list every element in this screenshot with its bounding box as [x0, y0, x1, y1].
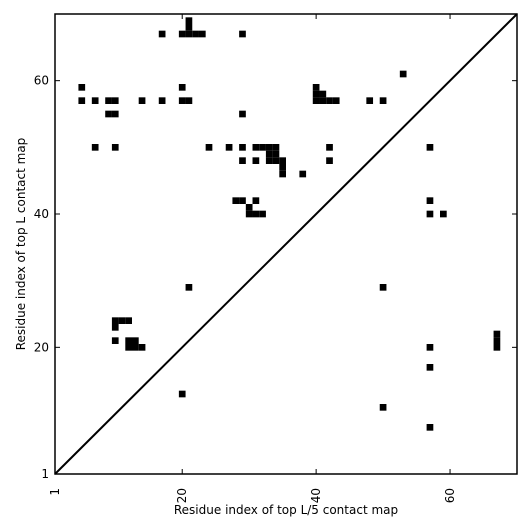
contact-cell-upper [185, 17, 193, 24]
contact-cell-upper [279, 164, 286, 171]
axis-ticks: 1 20 40 60 1 20 40 60 [34, 14, 517, 503]
contact-cell-lower [132, 337, 139, 344]
contact-cell-lower [132, 344, 139, 351]
contact-cell-upper [198, 30, 206, 38]
contact-cell-upper [232, 197, 240, 204]
contact-cell-upper [105, 97, 112, 104]
contact-cell-upper [312, 97, 320, 104]
contact-cell-upper [245, 210, 253, 218]
contact-cell-upper [185, 97, 193, 104]
contact-cell-upper [366, 97, 374, 104]
contact-cell-upper [399, 70, 407, 78]
contact-cell-upper [319, 90, 327, 98]
contact-cell-upper [178, 97, 186, 104]
contact-cell-upper [91, 97, 99, 104]
contact-cell-upper [252, 210, 260, 218]
contact-cell-upper [326, 97, 333, 104]
contact-cell-lower [125, 317, 132, 324]
contact-cell-lower [125, 337, 132, 344]
contact-cell-upper [111, 97, 119, 104]
y-tick-label: 20 [34, 340, 49, 354]
y-axis-label: Residue index of top L contact map [14, 138, 28, 351]
contact-cell-upper [239, 197, 246, 204]
x-tick-label: 1 [48, 488, 62, 496]
contact-cell-lower [111, 324, 119, 331]
contact-cell-lower [426, 424, 434, 431]
contact-cell-upper [78, 97, 86, 104]
lower-triangle-contacts [111, 144, 501, 431]
diagonal-line [54, 13, 518, 475]
contact-cell-upper [326, 144, 333, 151]
contact-cell-upper [78, 84, 86, 91]
contact-cell-upper [252, 197, 260, 204]
contact-cell-lower [426, 144, 434, 151]
contact-cell-upper [252, 144, 260, 151]
contact-cell-upper [245, 204, 253, 211]
contact-cell-upper [379, 97, 387, 104]
plot-frame [54, 13, 518, 475]
x-axis-label: Residue index of top L/5 contact map [174, 503, 398, 517]
contact-cell-upper [239, 30, 246, 38]
contact-cell-upper [239, 110, 246, 118]
x-tick-label: 20 [175, 488, 189, 503]
contact-cell-lower [138, 344, 146, 351]
contact-cell-lower [111, 317, 119, 324]
contact-cell-upper [192, 30, 199, 38]
contact-cell-upper [138, 97, 146, 104]
contact-cell-upper [259, 144, 266, 151]
contact-cell-upper [312, 90, 320, 98]
contact-cell-lower [440, 210, 447, 218]
contact-cell-upper [332, 97, 340, 104]
contact-cell-upper [312, 84, 320, 91]
contact-cell-upper [272, 157, 280, 164]
contact-cell-lower [111, 337, 119, 344]
contact-cell-upper [158, 97, 166, 104]
contact-cell-upper [265, 150, 273, 158]
y-tick-label: 40 [34, 207, 49, 221]
contact-cell-lower [379, 404, 387, 411]
contact-cell-upper [105, 110, 112, 118]
contact-cell-lower [493, 337, 501, 344]
contact-cell-upper [178, 30, 186, 38]
contact-cell-upper [178, 84, 186, 91]
contact-cell-upper [319, 97, 327, 104]
contact-cell-lower [426, 210, 434, 218]
contact-cell-upper [272, 150, 280, 158]
upper-triangle-contacts [78, 17, 407, 218]
contact-cell-upper [239, 144, 246, 151]
contact-cell-lower [426, 197, 434, 204]
contact-cell-upper [91, 144, 99, 151]
contact-cell-upper [259, 210, 266, 218]
contact-cell-upper [111, 110, 119, 118]
contact-cell-upper [225, 144, 233, 151]
contact-cell-lower [426, 364, 434, 371]
contact-cell-lower [379, 284, 387, 291]
contact-cell-lower [493, 330, 501, 338]
contact-cell-upper [252, 157, 260, 164]
contact-cell-lower [125, 344, 132, 351]
contact-cell-lower [185, 284, 193, 291]
contact-cell-upper [265, 157, 273, 164]
contact-cell-upper [279, 157, 286, 164]
contact-cell-upper [185, 24, 193, 31]
contact-cell-upper [279, 170, 286, 178]
contact-cell-upper [205, 144, 213, 151]
contact-cell-upper [185, 30, 193, 38]
contact-cell-upper [272, 144, 280, 151]
y-tick-label: 60 [34, 74, 49, 88]
contact-cell-lower [118, 317, 126, 324]
x-tick-label: 40 [309, 488, 323, 503]
x-tick-label: 60 [443, 488, 457, 503]
contact-cell-upper [111, 144, 119, 151]
contact-cell-upper [265, 144, 273, 151]
y-tick-label: 1 [41, 467, 49, 481]
contact-cell-lower [178, 390, 186, 398]
contact-cell-lower [426, 344, 434, 351]
contact-cell-upper [326, 157, 333, 164]
contact-cell-upper [158, 30, 166, 38]
contact-cell-upper [299, 170, 307, 178]
contact-cell-upper [239, 157, 246, 164]
contact-cell-lower [493, 344, 501, 351]
